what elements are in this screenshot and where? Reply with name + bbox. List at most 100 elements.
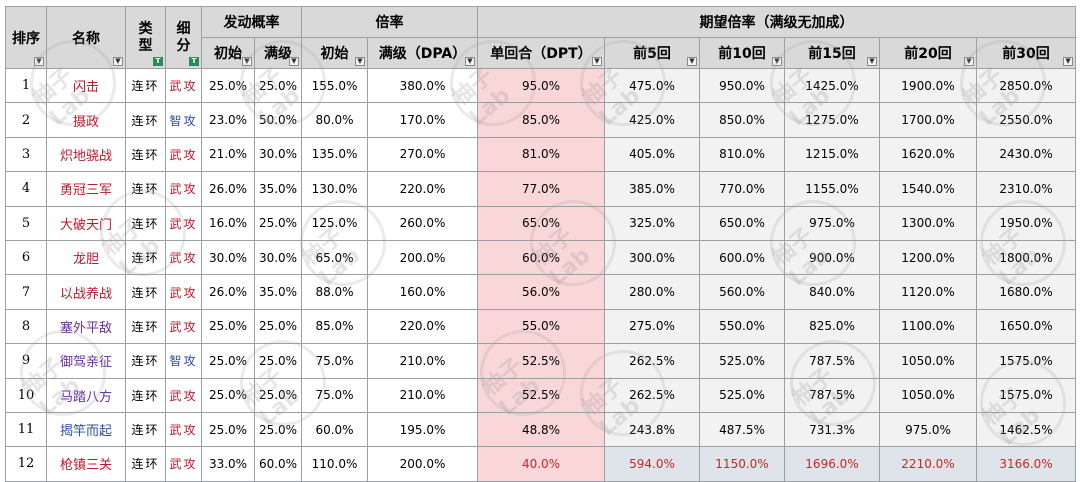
- cell-r10[interactable]: 550.0%: [699, 308, 785, 345]
- cell-r15[interactable]: 840.0%: [784, 274, 880, 310]
- cell-mult-max[interactable]: 220.0%: [367, 171, 478, 207]
- cell-trigger-init[interactable]: 25.0%: [201, 308, 255, 345]
- cell-r30[interactable]: 1462.5%: [975, 411, 1077, 448]
- cell-trigger-max[interactable]: 25.0%: [254, 67, 302, 104]
- active-filter-icon[interactable]: T: [189, 57, 199, 66]
- cell-r20[interactable]: 1300.0%: [879, 205, 977, 241]
- cell-rank[interactable]: 4: [5, 171, 47, 207]
- cell-r30[interactable]: 1950.0%: [975, 205, 1077, 241]
- cell-mult-max[interactable]: 200.0%: [367, 446, 478, 482]
- filter-dropdown-icon[interactable]: ▼: [687, 57, 697, 66]
- cell-mult-init[interactable]: 155.0%: [301, 67, 368, 104]
- filter-dropdown-icon[interactable]: ▼: [289, 57, 299, 66]
- cell-dpt[interactable]: 81.0%: [477, 136, 605, 173]
- cell-name[interactable]: 揭竿而起: [46, 411, 126, 448]
- cell-trigger-max[interactable]: 25.0%: [254, 205, 302, 241]
- cell-r15[interactable]: 787.5%: [784, 377, 880, 413]
- cell-r20[interactable]: 975.0%: [879, 411, 977, 448]
- cell-name[interactable]: 炽地骁战: [46, 136, 126, 173]
- cell-mult-max[interactable]: 260.0%: [367, 205, 478, 241]
- cell-name[interactable]: 勇冠三军: [46, 171, 126, 207]
- cell-r5[interactable]: 405.0%: [604, 136, 700, 173]
- cell-name[interactable]: 枪镇三关: [46, 446, 126, 482]
- cell-sub[interactable]: 武攻: [165, 446, 202, 482]
- cell-r30[interactable]: 1680.0%: [975, 274, 1077, 310]
- cell-type[interactable]: 连环: [125, 274, 166, 310]
- table-row[interactable]: 10 马踏八方 连环 武攻 25.0% 25.0% 75.0% 210.0% 52.5% 262.…: [5, 377, 1077, 413]
- col-header-type[interactable]: 类型 T: [125, 6, 166, 69]
- cell-mult-max[interactable]: 210.0%: [367, 343, 478, 379]
- cell-sub[interactable]: 武攻: [165, 411, 202, 448]
- cell-trigger-max[interactable]: 30.0%: [254, 136, 302, 173]
- cell-r5[interactable]: 243.8%: [604, 411, 700, 448]
- filter-dropdown-icon[interactable]: ▼: [113, 57, 123, 66]
- col-header-mult-init[interactable]: 初始 ▼: [301, 37, 368, 69]
- col-header-sub[interactable]: 细分 T: [165, 6, 202, 69]
- col-header-mult-max[interactable]: 满级（DPA） ▼: [367, 37, 478, 69]
- cell-type[interactable]: 连环: [125, 239, 166, 276]
- cell-r30[interactable]: 1650.0%: [975, 308, 1077, 345]
- cell-r10[interactable]: 487.5%: [699, 411, 785, 448]
- cell-dpt[interactable]: 65.0%: [477, 205, 605, 241]
- cell-trigger-max[interactable]: 25.0%: [254, 308, 302, 345]
- col-header-r30[interactable]: 前30回 ▼: [975, 37, 1077, 69]
- col-header-r10[interactable]: 前10回 ▼: [699, 37, 785, 69]
- filter-dropdown-icon[interactable]: ▼: [867, 57, 877, 66]
- cell-sub[interactable]: 武攻: [165, 171, 202, 207]
- cell-mult-init[interactable]: 125.0%: [301, 205, 368, 241]
- cell-type[interactable]: 连环: [125, 377, 166, 413]
- cell-mult-init[interactable]: 110.0%: [301, 446, 368, 482]
- table-row[interactable]: 2 摄政 连环 智攻 23.0% 50.0% 80.0% 170.0% 85.0% 425.0% 8…: [5, 102, 1077, 138]
- cell-r15[interactable]: 731.3%: [784, 411, 880, 448]
- cell-r5[interactable]: 425.0%: [604, 102, 700, 138]
- col-header-trigger-init[interactable]: 初始 ▼: [201, 37, 255, 69]
- cell-r10[interactable]: 525.0%: [699, 343, 785, 379]
- cell-r5[interactable]: 325.0%: [604, 205, 700, 241]
- cell-rank[interactable]: 11: [5, 411, 47, 448]
- cell-r5[interactable]: 385.0%: [604, 171, 700, 207]
- cell-trigger-max[interactable]: 25.0%: [254, 411, 302, 448]
- filter-dropdown-icon[interactable]: ▼: [1063, 57, 1074, 66]
- filter-dropdown-icon[interactable]: ▼: [964, 57, 974, 66]
- cell-sub[interactable]: 武攻: [165, 239, 202, 276]
- cell-dpt[interactable]: 77.0%: [477, 171, 605, 207]
- cell-sub[interactable]: 武攻: [165, 205, 202, 241]
- cell-r20[interactable]: 1700.0%: [879, 102, 977, 138]
- table-row[interactable]: 7 以战养战 连环 武攻 26.0% 35.0% 88.0% 160.0% 56.0% 280.0…: [5, 274, 1077, 310]
- cell-r10[interactable]: 1150.0%: [699, 446, 785, 482]
- cell-mult-max[interactable]: 220.0%: [367, 308, 478, 345]
- cell-dpt[interactable]: 85.0%: [477, 102, 605, 138]
- cell-mult-init[interactable]: 65.0%: [301, 239, 368, 276]
- cell-trigger-init[interactable]: 25.0%: [201, 67, 255, 104]
- cell-trigger-init[interactable]: 25.0%: [201, 377, 255, 413]
- cell-r20[interactable]: 1100.0%: [879, 308, 977, 345]
- cell-r10[interactable]: 650.0%: [699, 205, 785, 241]
- cell-name[interactable]: 以战养战: [46, 274, 126, 310]
- filter-dropdown-icon[interactable]: ▼: [772, 57, 782, 66]
- cell-type[interactable]: 连环: [125, 308, 166, 345]
- cell-r30[interactable]: 2310.0%: [975, 171, 1077, 207]
- cell-r30[interactable]: 2550.0%: [975, 102, 1077, 138]
- cell-r10[interactable]: 600.0%: [699, 239, 785, 276]
- filter-dropdown-icon[interactable]: ▼: [355, 57, 365, 66]
- col-header-r15[interactable]: 前15回 ▼: [784, 37, 880, 69]
- cell-sub[interactable]: 武攻: [165, 274, 202, 310]
- col-header-trigger-max[interactable]: 满级 ▼: [254, 37, 302, 69]
- cell-trigger-max[interactable]: 35.0%: [254, 171, 302, 207]
- cell-r30[interactable]: 3166.0%: [975, 446, 1077, 482]
- cell-r20[interactable]: 1050.0%: [879, 377, 977, 413]
- cell-trigger-max[interactable]: 50.0%: [254, 102, 302, 138]
- cell-r30[interactable]: 1575.0%: [975, 377, 1077, 413]
- cell-r15[interactable]: 1275.0%: [784, 102, 880, 138]
- cell-name[interactable]: 马踏八方: [46, 377, 126, 413]
- cell-rank[interactable]: 8: [5, 308, 47, 345]
- cell-dpt[interactable]: 56.0%: [477, 274, 605, 310]
- cell-trigger-init[interactable]: 16.0%: [201, 205, 255, 241]
- cell-r10[interactable]: 810.0%: [699, 136, 785, 173]
- cell-r5[interactable]: 262.5%: [604, 377, 700, 413]
- cell-sub[interactable]: 武攻: [165, 136, 202, 173]
- cell-r5[interactable]: 280.0%: [604, 274, 700, 310]
- col-header-dpt[interactable]: 单回合（DPT） ▼: [477, 37, 605, 69]
- cell-trigger-max[interactable]: 60.0%: [254, 446, 302, 482]
- cell-r5[interactable]: 275.0%: [604, 308, 700, 345]
